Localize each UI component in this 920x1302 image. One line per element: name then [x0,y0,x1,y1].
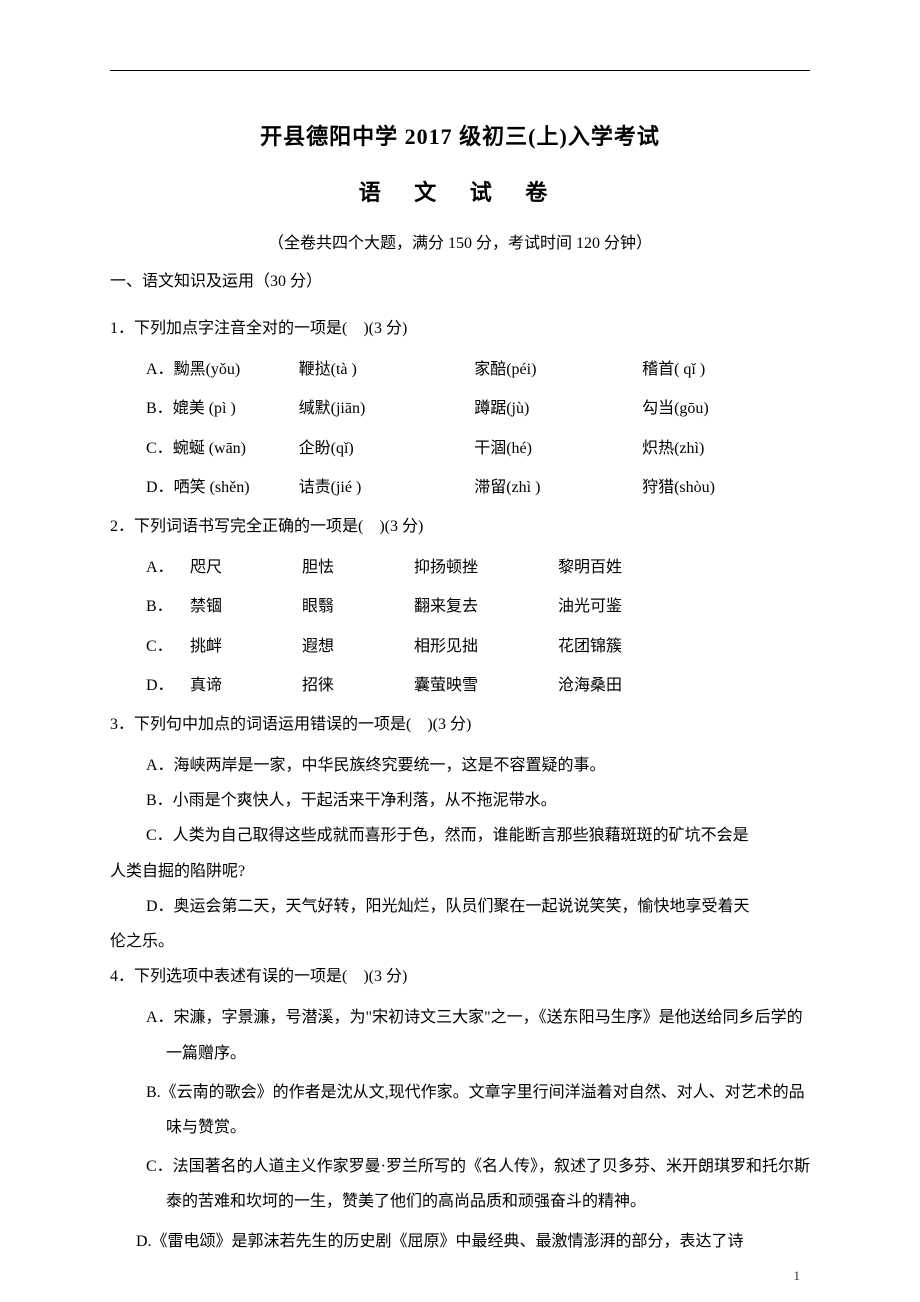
q1d-c3: 滞留(zhì ) [474,470,642,505]
q4-stem: 4．下列选项中表述有误的一项是( )(3 分) [110,959,810,994]
exam-info: （全卷共四个大题，满分 150 分，考试时间 120 分钟） [110,229,810,253]
q3-option-c-line2: 人类自掘的陷阱呢? [110,854,810,889]
question-1: 1．下列加点字注音全对的一项是( )(3 分) A．黝黑(yǒu) 鞭挞(tà … [110,311,810,505]
q3-option-b: B．小雨是个爽快人，干起活来干净利落，从不拖泥带水。 [110,783,810,818]
q2d-w4: 沧海桑田 [558,668,662,703]
q1b-c2: 缄默(jiān) [299,391,475,426]
q2c-w2: 遐想 [302,629,374,664]
q1-option-d: D．哂笑 (shěn) 诘责(jié ) 滞留(zhì ) 狩猎(shòu) [110,470,810,505]
q3-option-a: A．海峡两岸是一家，中华民族终究要统一，这是不容置疑的事。 [110,748,810,783]
q3-option-d-line2: 伦之乐。 [110,924,810,959]
q4-option-a: A．宋濂，字景濂，号潜溪，为"宋初诗文三大家"之一，《送东阳马生序》是他送给同乡… [110,1000,810,1070]
q2-option-d: D． 真谛 招徕 囊萤映雪 沧海桑田 [110,668,810,703]
section-1-heading: 一、语文知识及运用（30 分） [110,267,810,291]
option-label: D． [146,668,190,703]
q3-stem: 3．下列句中加点的词语运用错误的一项是( )(3 分) [110,707,810,742]
q1-stem: 1．下列加点字注音全对的一项是( )(3 分) [110,311,810,346]
q1a-c4: 稽首( qǐ ) [642,352,810,387]
q3-stem-suffix: )(3 分) [427,716,471,733]
q1a-c2: 鞭挞(tà ) [299,352,475,387]
question-2: 2．下列词语书写完全正确的一项是( )(3 分) A． 咫尺 胆怯 抑扬顿挫 黎… [110,509,810,703]
q3-option-d-line1: D．奥运会第二天，天气好转，阳光灿烂，队员们聚在一起说说笑笑，愉快地享受着天 [110,889,810,924]
q4-stem-prefix: 4．下列选项中表述有误的一项是( [110,968,347,985]
q1d-c2: 诘责(jié ) [299,470,475,505]
q2-stem: 2．下列词语书写完全正确的一项是( )(3 分) [110,509,810,544]
q1-option-c: C．蜿蜒 (wān) 企盼(qǐ) 干涸(hé) 炽热(zhì) [110,431,810,466]
title-sub: 语 文 试 卷 [110,175,810,207]
option-label: A． [146,550,190,585]
option-label: B．媲美 (pì ) [146,391,299,426]
q2d-w2: 招徕 [302,668,374,703]
q2-option-b: B． 禁锢 眼翳 翻来复去 油光可鉴 [110,589,810,624]
q1b-c3: 蹲踞(jù) [474,391,642,426]
q1-option-a: A．黝黑(yǒu) 鞭挞(tà ) 家醅(péi) 稽首( qǐ ) [110,352,810,387]
q1c-c3: 干涸(hé) [474,431,642,466]
q2a-w3: 抑扬顿挫 [414,550,518,585]
q2-stem-suffix: )(3 分) [379,518,423,535]
q2c-w4: 花团锦簇 [558,629,662,664]
q4-option-d: D.《雷电颂》是郭沫若先生的历史剧《屈原》中最经典、最激情澎湃的部分，表达了诗 [110,1224,810,1259]
q1-stem-prefix: 1．下列加点字注音全对的一项是( [110,320,347,337]
q2d-w3: 囊萤映雪 [414,668,518,703]
q1c-c4: 炽热(zhì) [642,431,810,466]
q4-option-b: B.《云南的歌会》的作者是沈从文,现代作家。文章字里行间洋溢着对自然、对人、对艺… [110,1075,810,1145]
option-label: C． [146,629,190,664]
q2b-w4: 油光可鉴 [558,589,662,624]
q1-option-b: B．媲美 (pì ) 缄默(jiān) 蹲踞(jù) 勾当(gōu) [110,391,810,426]
q2-stem-prefix: 2．下列词语书写完全正确的一项是( [110,518,363,535]
option-label: D．哂笑 (shěn) [146,470,299,505]
q2b-w2: 眼翳 [302,589,374,624]
q3-stem-prefix: 3．下列句中加点的词语运用错误的一项是( [110,716,411,733]
title-main: 开县德阳中学 2017 级初三(上)入学考试 [110,119,810,151]
q4-option-c: C．法国著名的人道主义作家罗曼·罗兰所写的《名人传》，叙述了贝多芬、米开朗琪罗和… [110,1149,810,1219]
q2b-w1: 禁锢 [190,589,262,624]
q2a-w1: 咫尺 [190,550,262,585]
q1c-c2: 企盼(qǐ) [299,431,475,466]
q2b-w3: 翻来复去 [414,589,518,624]
q2a-w2: 胆怯 [302,550,374,585]
page-number: 1 [794,1268,801,1284]
q2c-w3: 相形见拙 [414,629,518,664]
q2-option-c: C． 挑衅 遐想 相形见拙 花团锦簇 [110,629,810,664]
exam-page: 开县德阳中学 2017 级初三(上)入学考试 语 文 试 卷 （全卷共四个大题，… [0,0,920,1302]
q1b-c4: 勾当(gōu) [642,391,810,426]
q3-option-c-line1: C．人类为自己取得这些成就而喜形于色，然而，谁能断言那些狼藉斑斑的矿坑不会是 [110,818,810,853]
q1a-c3: 家醅(péi) [474,352,642,387]
q4-stem-suffix: )(3 分) [363,968,407,985]
option-label: B． [146,589,190,624]
option-label: C．蜿蜒 (wān) [146,431,299,466]
q1-stem-suffix: )(3 分) [363,320,407,337]
question-3: 3．下列句中加点的词语运用错误的一项是( )(3 分) A．海峡两岸是一家，中华… [110,707,810,959]
top-rule [110,70,810,71]
q2-option-a: A． 咫尺 胆怯 抑扬顿挫 黎明百姓 [110,550,810,585]
q2c-w1: 挑衅 [190,629,262,664]
q1d-c4: 狩猎(shòu) [642,470,810,505]
question-4: 4．下列选项中表述有误的一项是( )(3 分) A．宋濂，字景濂，号潜溪，为"宋… [110,959,810,1259]
option-label: A．黝黑(yǒu) [146,352,299,387]
q2a-w4: 黎明百姓 [558,550,662,585]
q2d-w1: 真谛 [190,668,262,703]
